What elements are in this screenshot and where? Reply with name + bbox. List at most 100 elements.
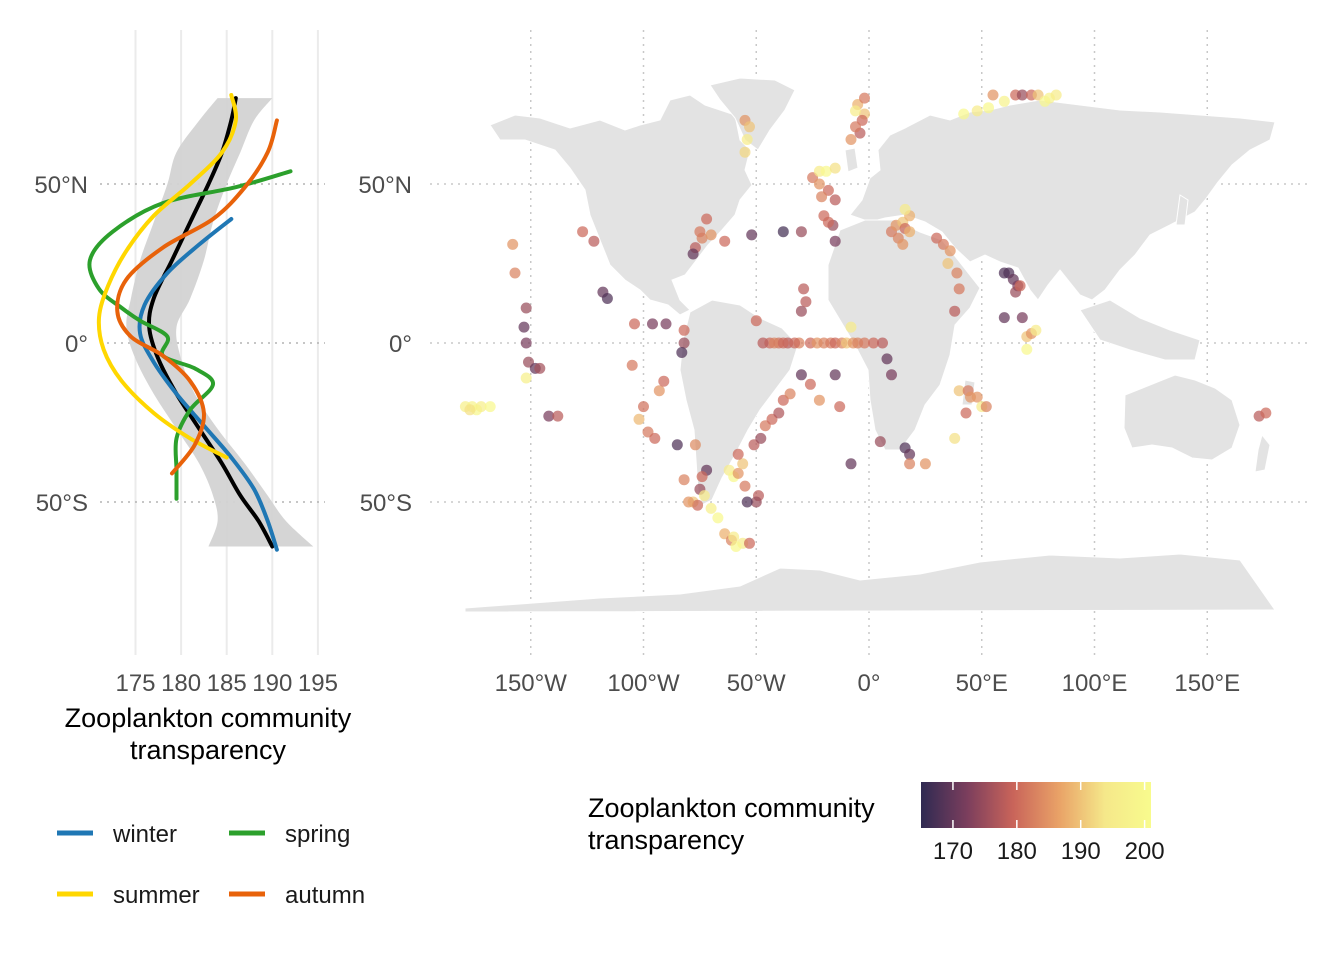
map-point bbox=[746, 229, 758, 241]
map-point bbox=[829, 369, 841, 381]
map-x-tick-label: 150°E bbox=[1174, 670, 1240, 697]
map-point bbox=[1030, 324, 1042, 336]
map-point bbox=[773, 407, 785, 419]
map-point bbox=[829, 162, 841, 174]
map-point bbox=[813, 178, 825, 190]
land-japan bbox=[1175, 194, 1189, 226]
land-masses bbox=[464, 77, 1276, 613]
map-point bbox=[737, 458, 749, 470]
colorbar-bar bbox=[921, 782, 1151, 828]
map-point bbox=[804, 378, 816, 390]
colorbar-tick-label: 200 bbox=[1125, 838, 1165, 865]
map-y-tick-label: 50°N bbox=[358, 172, 412, 199]
map-point bbox=[739, 146, 751, 158]
map-point bbox=[739, 480, 751, 492]
map-point bbox=[850, 105, 861, 117]
map-point bbox=[728, 531, 740, 543]
map-point bbox=[949, 305, 961, 317]
map-point bbox=[1014, 280, 1026, 292]
map-point bbox=[518, 321, 530, 333]
map-point bbox=[744, 121, 755, 133]
map-point bbox=[750, 315, 762, 327]
map-point bbox=[904, 458, 916, 470]
land-greenland bbox=[709, 77, 796, 151]
map-point bbox=[886, 369, 897, 381]
map-point bbox=[750, 496, 762, 508]
map-point bbox=[676, 347, 688, 358]
map-point bbox=[820, 165, 832, 177]
map-point bbox=[1050, 89, 1062, 101]
map-point bbox=[687, 248, 699, 260]
map-point bbox=[877, 337, 888, 349]
x-tick-label: 190 bbox=[252, 670, 292, 697]
map-point bbox=[795, 369, 807, 381]
map-point bbox=[543, 410, 555, 422]
map-point bbox=[944, 245, 956, 257]
map-x-tick-label: 50°W bbox=[727, 670, 786, 697]
map-point bbox=[520, 372, 532, 384]
map-point bbox=[509, 267, 521, 279]
map-point bbox=[696, 471, 708, 483]
colorbar-title: Zooplankton community transparency bbox=[588, 793, 875, 855]
colorbar-tick-label: 170 bbox=[933, 838, 973, 865]
series-line-autumn bbox=[115, 118, 279, 476]
map-y-tick-label: 50°S bbox=[360, 490, 412, 517]
map-point bbox=[951, 267, 963, 279]
map-point bbox=[755, 432, 767, 444]
map-point bbox=[629, 318, 640, 330]
map-x-tick-label: 50°E bbox=[956, 670, 1008, 697]
land-north-america bbox=[489, 94, 753, 316]
map-point bbox=[813, 394, 825, 406]
map-point bbox=[834, 401, 846, 413]
map-point bbox=[795, 305, 807, 317]
x-axis-title: Zooplankton community transparency bbox=[65, 703, 352, 765]
map-point bbox=[850, 121, 861, 133]
map-point bbox=[757, 337, 769, 349]
map-point bbox=[577, 226, 589, 238]
map-point bbox=[647, 318, 658, 330]
map-point bbox=[633, 413, 645, 425]
map-x-tick-label: 100°E bbox=[1062, 670, 1128, 697]
map-point bbox=[919, 458, 931, 470]
map-point bbox=[845, 321, 857, 333]
colorbar-tick-label: 190 bbox=[1061, 838, 1101, 865]
map-point bbox=[800, 296, 812, 308]
x-tick-label: 185 bbox=[207, 670, 247, 697]
legend-label-spring: spring bbox=[285, 821, 350, 848]
x-tick-label: 180 bbox=[161, 670, 201, 697]
legend-label-autumn: autumn bbox=[285, 882, 365, 909]
map-point bbox=[845, 458, 857, 470]
map-point bbox=[1021, 343, 1033, 355]
x-tick-label: 195 bbox=[298, 670, 338, 697]
map-point bbox=[904, 226, 916, 238]
map-point bbox=[701, 213, 713, 225]
map-point bbox=[683, 496, 695, 508]
map-point bbox=[777, 226, 789, 238]
y-tick-label: 0° bbox=[65, 331, 88, 358]
map-point bbox=[845, 134, 857, 145]
map-point bbox=[987, 89, 999, 101]
map-y-tick-label: 0° bbox=[389, 331, 412, 358]
map-point bbox=[798, 283, 810, 295]
y-tick-label: 50°S bbox=[36, 490, 88, 517]
map-point bbox=[712, 512, 724, 524]
map-tick-labels: 150°W 100°W 50°W 0° 50°E 100°E 150°E 50°N 0° 50°S bbox=[358, 172, 1240, 697]
map-point bbox=[816, 191, 828, 203]
map-point bbox=[960, 407, 972, 419]
map-point bbox=[998, 95, 1010, 107]
map-point bbox=[958, 108, 970, 120]
map-point bbox=[552, 410, 564, 422]
map-point bbox=[484, 401, 496, 413]
map-point bbox=[741, 134, 753, 145]
land-antarctica bbox=[464, 553, 1276, 613]
map-point bbox=[829, 235, 841, 247]
map-point bbox=[520, 337, 532, 349]
land-africa bbox=[827, 219, 981, 451]
map-point bbox=[859, 92, 870, 104]
map-point bbox=[638, 401, 649, 413]
map-point bbox=[768, 337, 780, 349]
map-point bbox=[874, 436, 886, 448]
x-tick-label: 175 bbox=[115, 670, 155, 697]
map-point bbox=[1260, 407, 1272, 419]
map-point bbox=[829, 194, 841, 206]
